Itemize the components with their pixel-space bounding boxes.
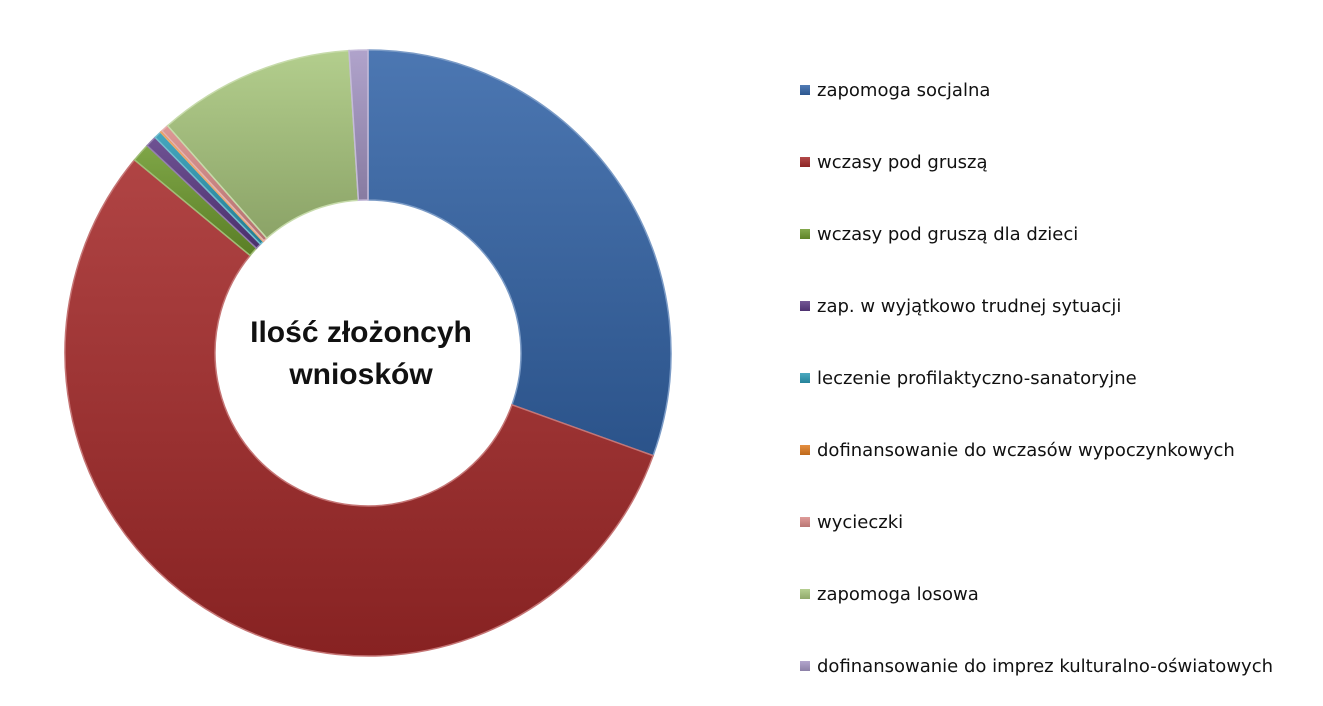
legend-item: dofinansowanie do imprez kulturalno-oświ… <box>800 648 1273 684</box>
legend-swatch <box>800 373 810 383</box>
slice-1 <box>367 49 672 457</box>
legend-item: zapomoga losowa <box>800 576 979 612</box>
legend-item: zapomoga socjalna <box>800 72 990 108</box>
slice-9 <box>348 49 369 202</box>
slice-2 <box>64 158 655 657</box>
legend-item: wycieczki <box>800 504 903 540</box>
legend-swatch <box>800 229 810 239</box>
legend-label: zapomoga socjalna <box>817 79 991 101</box>
legend-item: wczasy pod gruszą <box>800 144 988 180</box>
legend-label: dofinansowanie do wczasów wypoczynkowych <box>817 439 1235 461</box>
legend-swatch <box>800 85 810 95</box>
legend-item: wczasy pod gruszą dla dzieci <box>800 216 1078 252</box>
legend-item: zap. w wyjątkowo trudnej sytuacji <box>800 288 1121 324</box>
legend-label: zap. w wyjątkowo trudnej sytuacji <box>817 295 1122 317</box>
legend-swatch <box>800 445 810 455</box>
legend-item: dofinansowanie do wczasów wypoczynkowych <box>800 432 1235 468</box>
legend-item: leczenie profilaktyczno-sanatoryjne <box>800 360 1137 396</box>
legend-swatch <box>800 661 810 671</box>
legend-swatch <box>800 589 810 599</box>
legend-label: leczenie profilaktyczno-sanatoryjne <box>817 367 1137 389</box>
chart-title: Ilość złożoncyh wniosków <box>250 316 472 391</box>
legend-swatch <box>800 157 810 167</box>
legend-label: wycieczki <box>817 511 904 533</box>
legend-label: zapomoga losowa <box>817 583 979 605</box>
legend-label: dofinansowanie do imprez kulturalno-oświ… <box>817 655 1273 677</box>
legend-swatch <box>800 301 810 311</box>
legend-swatch <box>800 517 810 527</box>
legend-label: wczasy pod gruszą dla dzieci <box>817 223 1079 245</box>
legend-label: wczasy pod gruszą <box>817 151 988 173</box>
